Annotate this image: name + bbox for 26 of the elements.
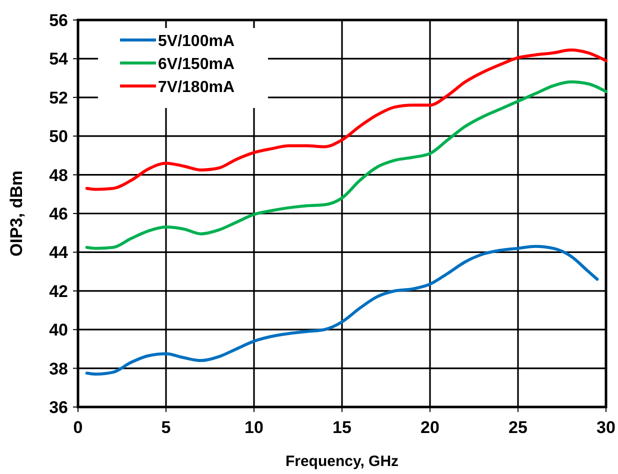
y-tick-label: 40: [49, 320, 68, 340]
legend-label: 6V/150mA: [158, 56, 235, 73]
y-tick-label: 36: [49, 398, 68, 417]
y-tick-label: 50: [49, 127, 68, 146]
y-tick-label: 42: [49, 282, 68, 301]
y-axis-title: OIP3, dBm: [7, 170, 26, 256]
y-tick-label: 56: [49, 11, 68, 30]
legend-label: 5V/100mA: [158, 33, 235, 50]
x-axis-title: Frequency, GHz: [285, 453, 399, 470]
x-tick-label: 25: [508, 418, 528, 437]
y-tick-label: 52: [49, 88, 68, 108]
y-tick-label: 38: [49, 359, 68, 378]
line-series: [85, 80, 608, 250]
x-tick-label: 10: [244, 418, 264, 437]
x-tick-label: 15: [332, 418, 352, 437]
line-series: [85, 244, 599, 376]
y-tick-label: 46: [49, 204, 68, 224]
y-tick-label: 44: [49, 243, 69, 262]
line-series: [85, 48, 608, 191]
x-tick-label: 20: [420, 418, 440, 437]
y-tick-label: 48: [49, 166, 68, 185]
x-tick-label: 30: [596, 418, 616, 437]
x-tick-label: 5: [161, 418, 171, 437]
y-tick-label: 54: [49, 50, 69, 69]
legend-label: 7V/180mA: [158, 79, 235, 96]
x-tick-label: 0: [73, 418, 83, 437]
